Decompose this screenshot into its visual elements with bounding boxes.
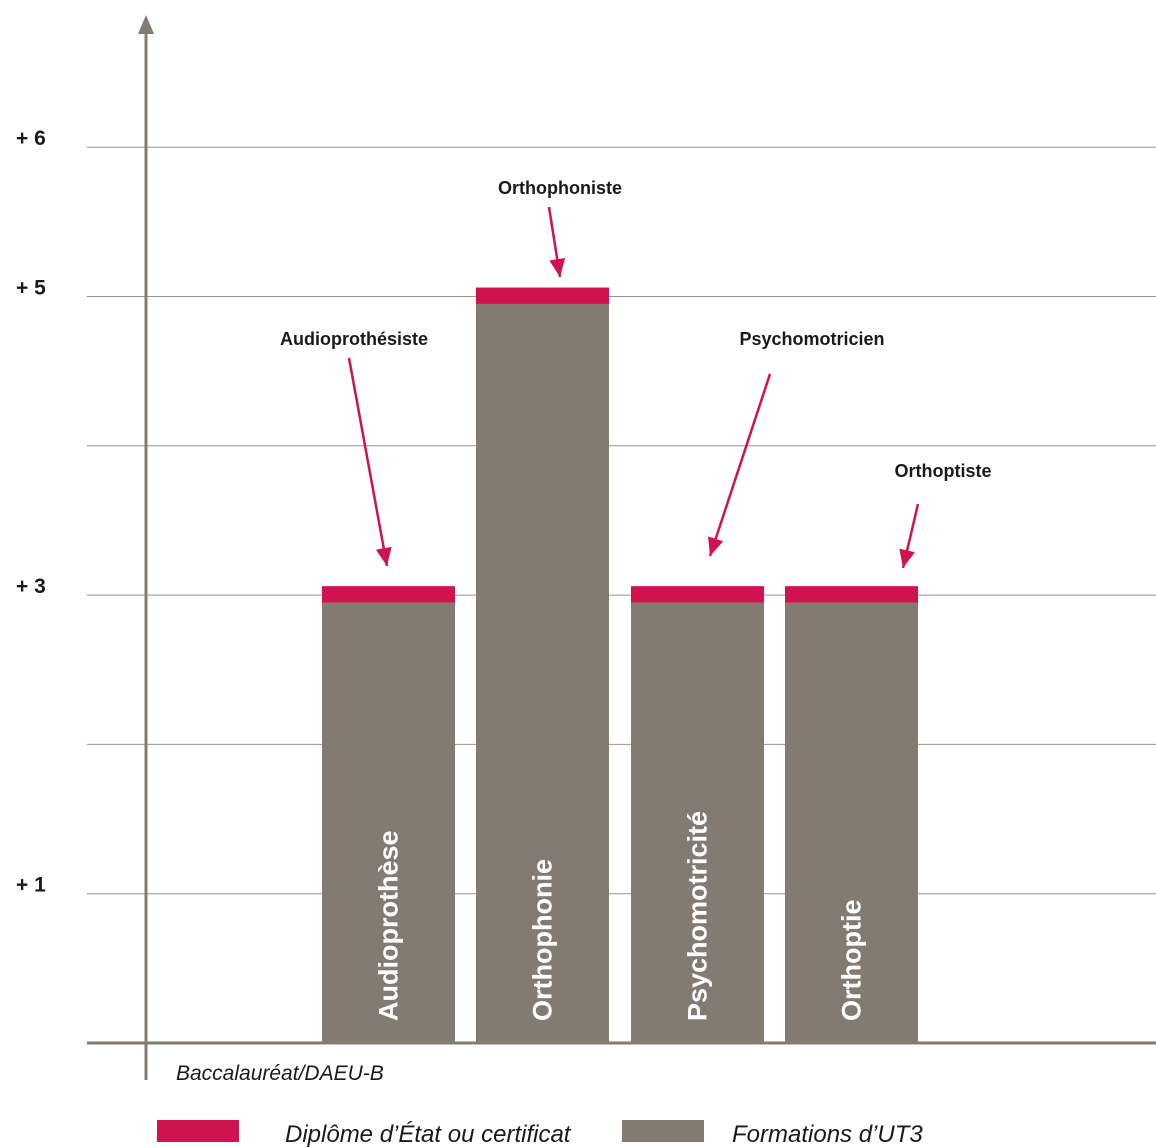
bar-category-label: Psychomotricité: [683, 811, 713, 1021]
callout-arrowhead: [899, 548, 915, 568]
bar-formations: [631, 602, 764, 1043]
bars-layer: Audioprothèse Orthophonie Psychomotricité O…: [322, 287, 918, 1044]
callout-label: Orthophoniste: [498, 178, 622, 198]
legend-label: Formations d’UT3: [732, 1121, 923, 1148]
callout-label: Orthoptiste: [895, 461, 992, 481]
callout-label: Psychomotricien: [739, 329, 884, 349]
callout-arrowhead: [375, 546, 392, 566]
grid-layer: [87, 146, 1156, 895]
callouts-layer: Audioprothésiste Orthophoniste Psychomotri…: [280, 178, 992, 569]
bar-category-label: Orthoptie: [837, 900, 867, 1022]
y-tick-label: + 1: [16, 874, 46, 897]
legend-swatch: [622, 1120, 704, 1142]
axes-layer: [87, 15, 1156, 1080]
y-tick-label: + 3: [16, 575, 46, 598]
callout-arrowhead: [708, 536, 724, 556]
bar-diplome: [631, 586, 764, 603]
bar-diplome: [785, 586, 918, 603]
callout-label: Audioprothésiste: [280, 329, 428, 349]
legend-swatch: [157, 1120, 239, 1142]
bar-category-label: Orthophonie: [528, 859, 558, 1021]
bar-formations: [785, 602, 918, 1043]
callout-arrowhead: [549, 257, 566, 277]
y-tick-labels: + 1 + 3 + 5 + 6: [16, 127, 46, 897]
bar-formations: [476, 303, 609, 1044]
baseline-label: Baccalauréat/DAEU-B: [176, 1062, 384, 1085]
bar-diplome: [322, 586, 455, 603]
bar-category-label: Audioprothèse: [374, 830, 404, 1021]
legend-label: Diplôme d’État ou certificat: [285, 1121, 572, 1148]
bar-formations: [322, 602, 455, 1043]
legend: Diplôme d’État ou certificat Formations d…: [157, 1120, 923, 1148]
y-axis-arrowhead: [138, 15, 154, 34]
y-tick-label: + 6: [16, 127, 46, 150]
callout-arrow: [708, 373, 772, 557]
y-tick-label: + 5: [16, 277, 46, 300]
bar-diplome: [476, 287, 609, 304]
callout-arrow: [347, 357, 389, 567]
